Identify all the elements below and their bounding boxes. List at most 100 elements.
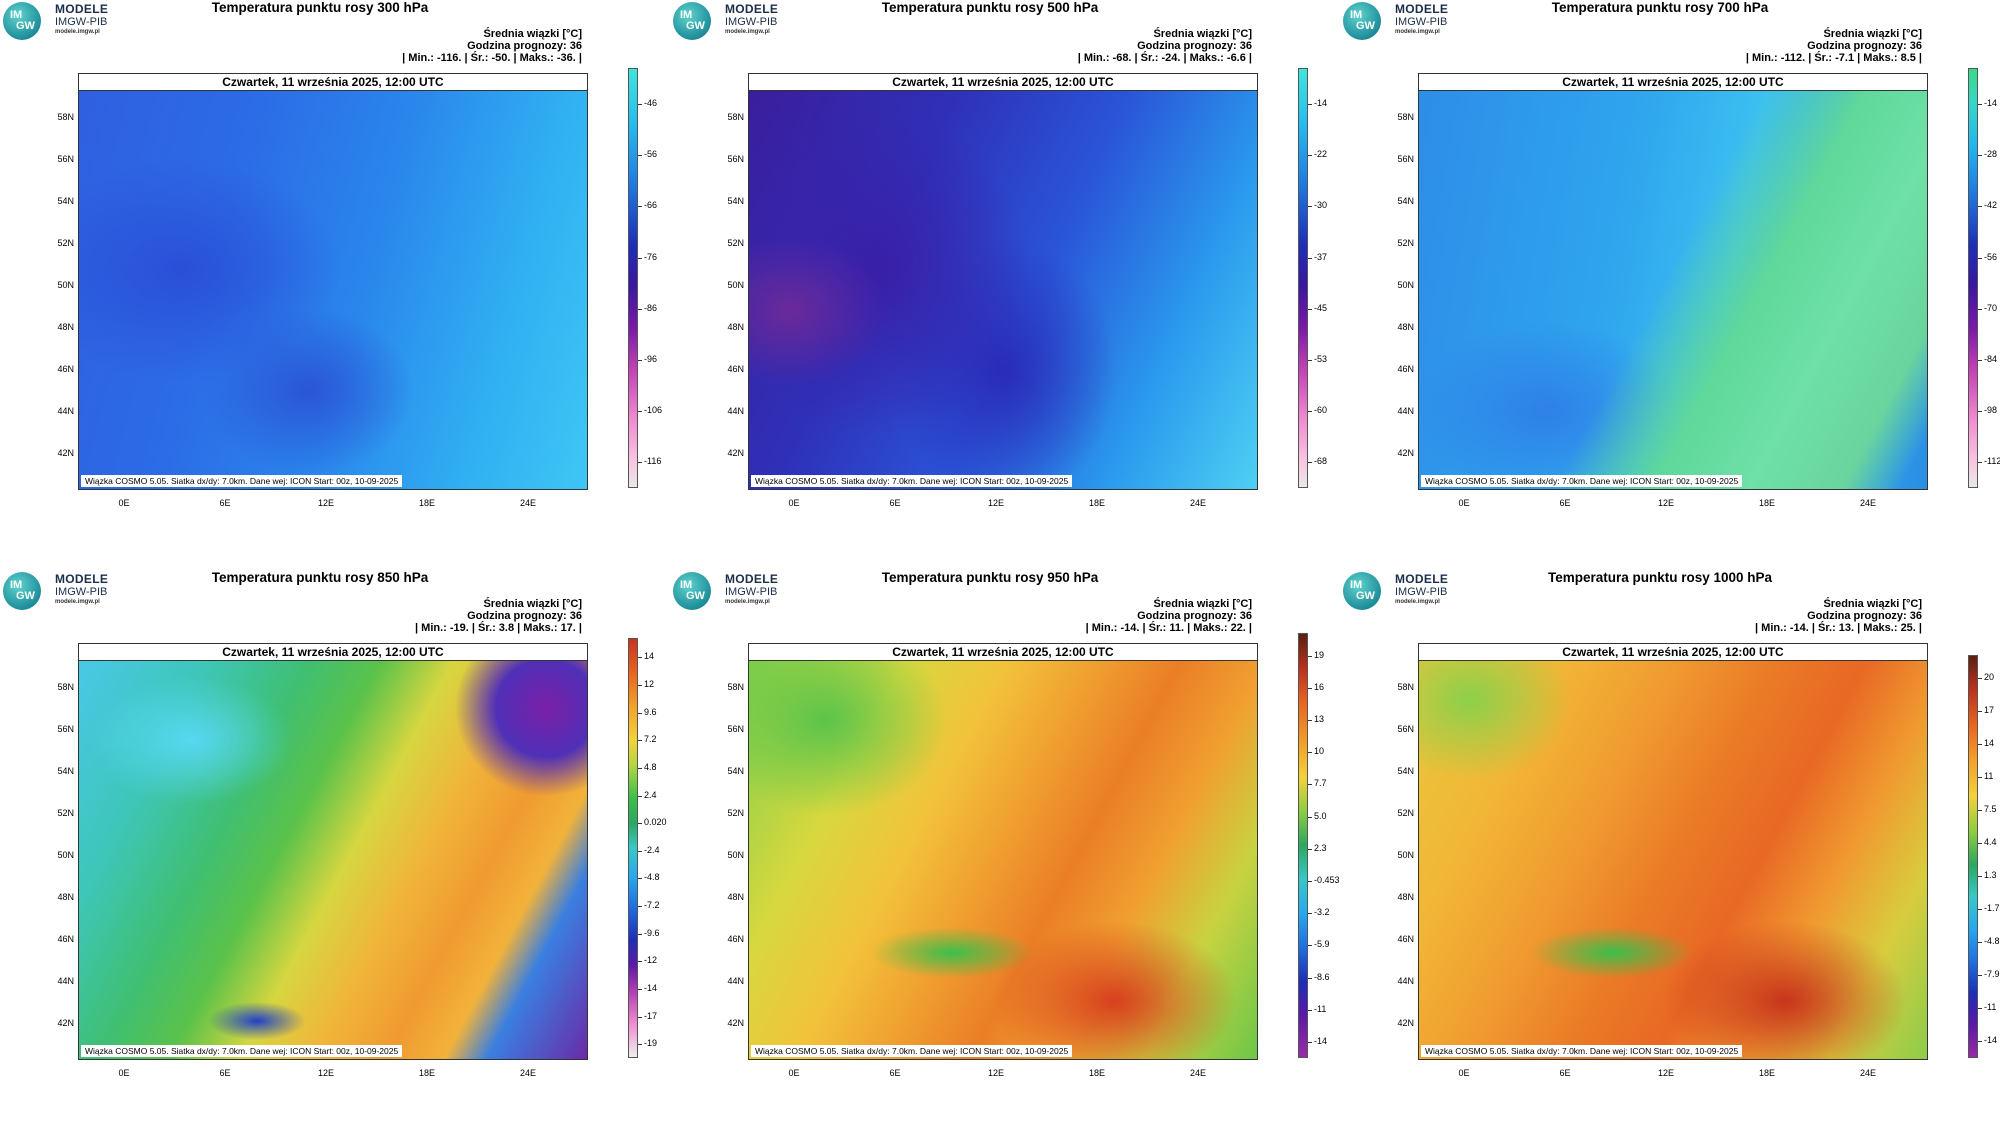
latitude-label: 52N (57, 238, 74, 248)
colorbar-label: -11 (1984, 1002, 1997, 1013)
logo-text-imgw: IMGW-PIB (725, 586, 778, 598)
colorbar-label: 4.8 (644, 761, 657, 772)
colorbar-label: -37 (1314, 251, 1328, 262)
colorbar-label: -53 (1314, 353, 1328, 364)
latitude-label: 48N (727, 892, 744, 902)
latitude-label: 50N (727, 280, 744, 290)
stat-forecast-hour: Godzina prognozy: 36 (1137, 40, 1252, 52)
longitude-label: 18E (1088, 498, 1105, 508)
colorbar-tick (1308, 913, 1312, 915)
panel-title: Temperatura punktu rosy 300 hPa (211, 0, 429, 15)
colorbar-label: -96 (644, 353, 658, 364)
colorbar-label: -14 (1984, 97, 1998, 108)
imgw-logo[interactable]: IM GW MODELE IMGW-PIB modele.imgw.pl (1340, 570, 1490, 614)
colorbar-tick (1308, 155, 1312, 157)
longitude-label: 24E (1859, 1068, 1876, 1078)
colorbar-label: 12 (644, 678, 655, 689)
map-date-bar: Czwartek, 11 września 2025, 12:00 UTC (749, 74, 1257, 91)
map-area[interactable]: Czwartek, 11 września 2025, 12:00 UTC Wi… (78, 73, 588, 490)
imgw-logo[interactable]: IM GW MODELE IMGW-PIB modele.imgw.pl (670, 0, 820, 44)
stat-min-mean-max: | Min.: -19. | Śr.: 3.8 | Maks.: 17. | (415, 622, 582, 634)
imgw-badge-icon: IM GW (673, 2, 711, 40)
imgw-logo[interactable]: IM GW MODELE IMGW-PIB modele.imgw.pl (670, 570, 820, 614)
colorbar-tick (638, 740, 642, 742)
colorbar-label: 17 (1984, 705, 1995, 716)
logo-text-url: modele.imgw.pl (1395, 29, 1440, 35)
latitude-label: 52N (57, 808, 74, 818)
latitude-label: 42N (57, 448, 74, 458)
imgw-logo[interactable]: IM GW MODELE IMGW-PIB modele.imgw.pl (1340, 0, 1490, 44)
imgw-badge-icon: IM GW (1343, 2, 1381, 40)
panel-title: Temperatura punktu rosy 850 hPa (211, 570, 429, 585)
stat-min-mean-max: | Min.: -116. | Śr.: -50. | Maks.: -36. … (402, 52, 582, 64)
latitude-label: 56N (727, 724, 744, 734)
latitude-label: 58N (57, 682, 74, 692)
latitude-label: 54N (727, 196, 744, 206)
colorbar-tick (1308, 687, 1312, 689)
colorbar-tick (638, 657, 642, 659)
longitude-label: 24E (1189, 498, 1206, 508)
colorbar-label: -0.453 (1314, 874, 1340, 885)
colorbar-tick (1978, 155, 1982, 157)
latitude-label: 44N (1397, 976, 1414, 986)
map-area[interactable]: Czwartek, 11 września 2025, 12:00 UTC Wi… (1418, 73, 1928, 490)
colorbar-tick (1308, 257, 1312, 259)
colorbar-tick (638, 961, 642, 963)
latitude-label: 44N (57, 976, 74, 986)
map-area[interactable]: Czwartek, 11 września 2025, 12:00 UTC Wi… (748, 73, 1258, 490)
latitude-label: 48N (727, 322, 744, 332)
colorbar-tick (1308, 411, 1312, 413)
longitude-label: 12E (1657, 1068, 1674, 1078)
map-footer: Wiązka COSMO 5.05. Siatka dx/dy: 7.0km. … (751, 475, 1073, 487)
colorbar-label: -28 (1984, 149, 1998, 160)
colorbar-label: 7.2 (644, 734, 657, 745)
longitude-label: 18E (1088, 1068, 1105, 1078)
stat-min-mean-max: | Min.: -14. | Śr.: 13. | Maks.: 25. | (1755, 622, 1922, 634)
latitude-label: 44N (1397, 406, 1414, 416)
latitude-label: 50N (57, 850, 74, 860)
colorbar-label: -22 (1314, 149, 1328, 160)
latitude-label: 54N (57, 766, 74, 776)
colorbar-tick (1978, 975, 1982, 977)
colorbar-label: -5.9 (1314, 939, 1330, 950)
longitude-label: 0E (1458, 498, 1470, 508)
logo-text-url: modele.imgw.pl (55, 599, 100, 605)
latitude-label: 58N (727, 112, 744, 122)
latitude-label: 52N (727, 238, 744, 248)
colorbar-label: -70 (1984, 302, 1998, 313)
imgw-logo[interactable]: IM GW MODELE IMGW-PIB modele.imgw.pl (0, 0, 150, 44)
latitude-label: 50N (727, 850, 744, 860)
stat-mean-label: Średnia wiązki [°C] (483, 598, 582, 610)
colorbar (1298, 68, 1308, 488)
colorbar-label: -7.9 (1984, 969, 2000, 980)
colorbar-label: -56 (644, 149, 658, 160)
map-footer: Wiązka COSMO 5.05. Siatka dx/dy: 7.0km. … (81, 1045, 403, 1057)
colorbar-label: 4.4 (1984, 837, 1997, 848)
colorbar-label: -9.6 (644, 927, 660, 938)
longitude-label: 24E (1189, 1068, 1206, 1078)
colorbar-label: -1.7 (1984, 903, 2000, 914)
latitude-label: 56N (57, 154, 74, 164)
latitude-label: 52N (1397, 808, 1414, 818)
map-area[interactable]: Czwartek, 11 września 2025, 12:00 UTC Wi… (1418, 643, 1928, 1060)
map-area[interactable]: Czwartek, 11 września 2025, 12:00 UTC Wi… (78, 643, 588, 1060)
colorbar-tick (1308, 880, 1312, 882)
longitude-label: 6E (219, 498, 231, 508)
logo-text-url: modele.imgw.pl (725, 29, 770, 35)
map-panel-1000: IM GW MODELE IMGW-PIB modele.imgw.pl Temp… (1340, 570, 2000, 1130)
latitude-label: 42N (727, 448, 744, 458)
latitude-label: 52N (727, 808, 744, 818)
stat-forecast-hour: Godzina prognozy: 36 (1137, 610, 1252, 622)
imgw-logo[interactable]: IM GW MODELE IMGW-PIB modele.imgw.pl (0, 570, 150, 614)
latitude-label: 54N (57, 196, 74, 206)
latitude-label: 58N (1397, 112, 1414, 122)
dewpoint-field (79, 90, 587, 489)
colorbar-label: 11 (1984, 771, 1994, 782)
latitude-label: 52N (1397, 238, 1414, 248)
map-area[interactable]: Czwartek, 11 września 2025, 12:00 UTC Wi… (748, 643, 1258, 1060)
longitude-label: 6E (889, 498, 901, 508)
colorbar-tick (1978, 942, 1982, 944)
colorbar-tick (1978, 711, 1982, 713)
panel-title: Temperatura punktu rosy 1000 hPa (1547, 570, 1773, 585)
stat-forecast-hour: Godzina prognozy: 36 (467, 610, 582, 622)
